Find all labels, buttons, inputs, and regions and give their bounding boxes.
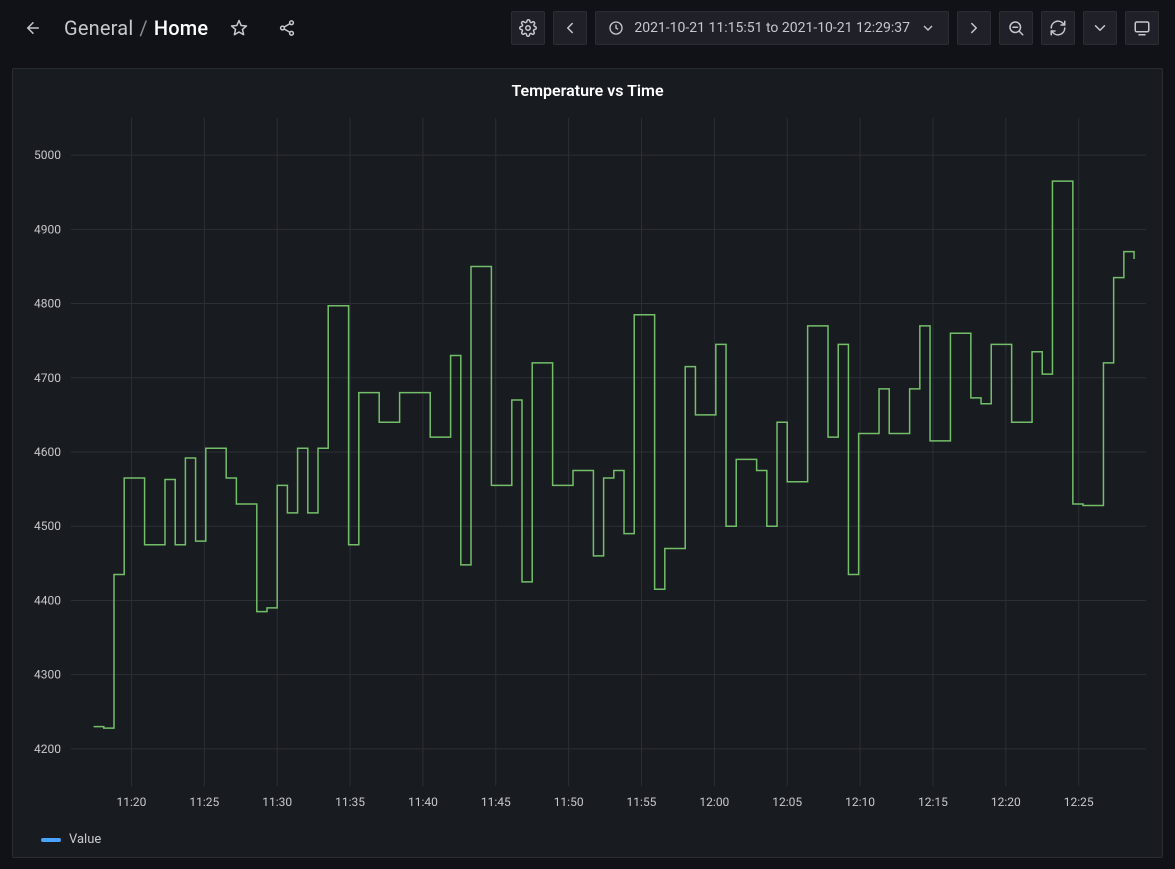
chart-legend: Value bbox=[13, 826, 1162, 857]
panel-title: Temperature vs Time bbox=[13, 69, 1162, 100]
legend-swatch bbox=[41, 838, 61, 842]
breadcrumb-separator: / bbox=[139, 16, 147, 40]
share-button[interactable] bbox=[270, 11, 304, 45]
svg-text:11:25: 11:25 bbox=[189, 795, 219, 809]
time-prev-button[interactable] bbox=[553, 11, 587, 45]
svg-text:11:40: 11:40 bbox=[408, 795, 438, 809]
breadcrumb: General / Home bbox=[64, 16, 208, 40]
svg-text:5000: 5000 bbox=[34, 148, 61, 162]
tv-mode-button[interactable] bbox=[1125, 11, 1159, 45]
legend-label[interactable]: Value bbox=[69, 832, 101, 847]
line-chart-svg: 4200 4300 4400 4500 4600 4700 4800 4900 5000 11:2… bbox=[13, 100, 1162, 826]
toolbar-left: General / Home bbox=[16, 11, 304, 45]
svg-text:12:15: 12:15 bbox=[918, 795, 948, 809]
svg-text:11:50: 11:50 bbox=[554, 795, 584, 809]
svg-text:11:20: 11:20 bbox=[117, 795, 147, 809]
svg-text:4700: 4700 bbox=[34, 371, 61, 385]
back-button[interactable] bbox=[16, 11, 50, 45]
settings-button[interactable] bbox=[511, 11, 545, 45]
svg-text:4300: 4300 bbox=[34, 668, 61, 682]
svg-text:12:20: 12:20 bbox=[991, 795, 1021, 809]
toolbar: General / Home 2021-10-21 11:15:51 to 20… bbox=[0, 0, 1175, 56]
svg-text:11:30: 11:30 bbox=[262, 795, 292, 809]
time-range-picker[interactable]: 2021-10-21 11:15:51 to 2021-10-21 12:29:… bbox=[595, 11, 949, 45]
svg-text:12:25: 12:25 bbox=[1064, 795, 1094, 809]
svg-text:12:05: 12:05 bbox=[772, 795, 802, 809]
chevron-down-icon bbox=[920, 20, 936, 36]
svg-text:4900: 4900 bbox=[34, 222, 61, 236]
chart-area[interactable]: 4200 4300 4400 4500 4600 4700 4800 4900 5000 11:2… bbox=[13, 100, 1162, 826]
svg-text:11:45: 11:45 bbox=[481, 795, 511, 809]
breadcrumb-page[interactable]: Home bbox=[154, 16, 208, 40]
time-range-text: 2021-10-21 11:15:51 to 2021-10-21 12:29:… bbox=[634, 20, 910, 36]
svg-text:4800: 4800 bbox=[34, 297, 61, 311]
svg-text:11:35: 11:35 bbox=[335, 795, 365, 809]
breadcrumb-folder[interactable]: General bbox=[64, 16, 133, 40]
favorite-button[interactable] bbox=[222, 11, 256, 45]
chart-panel: Temperature vs Time 4200 4300 4400 4500 4600… bbox=[12, 68, 1163, 858]
zoom-out-button[interactable] bbox=[999, 11, 1033, 45]
svg-text:11:55: 11:55 bbox=[627, 795, 657, 809]
svg-text:12:10: 12:10 bbox=[845, 795, 875, 809]
svg-text:12:00: 12:00 bbox=[699, 795, 729, 809]
svg-text:4200: 4200 bbox=[34, 742, 61, 756]
refresh-interval-dropdown[interactable] bbox=[1083, 11, 1117, 45]
svg-text:4600: 4600 bbox=[34, 445, 61, 459]
clock-icon bbox=[608, 20, 624, 36]
refresh-button[interactable] bbox=[1041, 11, 1075, 45]
toolbar-right: 2021-10-21 11:15:51 to 2021-10-21 12:29:… bbox=[511, 11, 1159, 45]
svg-text:4400: 4400 bbox=[34, 593, 61, 607]
time-next-button[interactable] bbox=[957, 11, 991, 45]
svg-text:4500: 4500 bbox=[34, 519, 61, 533]
